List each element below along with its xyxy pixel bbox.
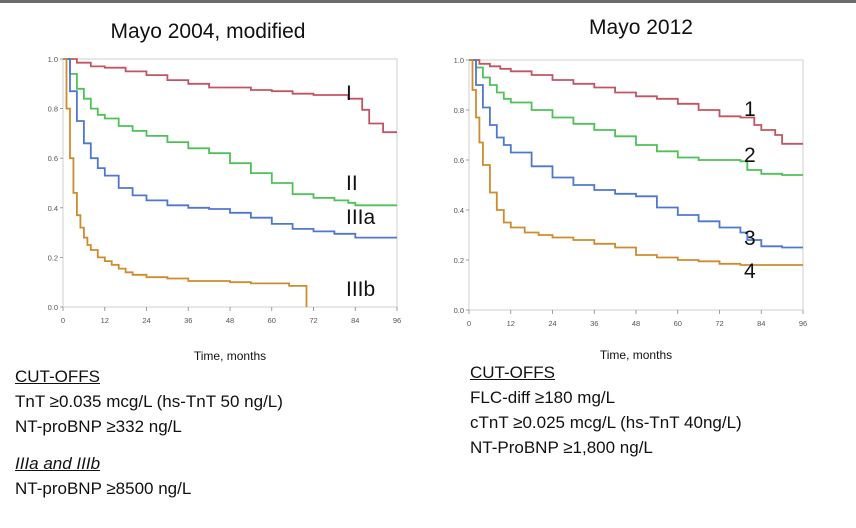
y-tick-label: 0.6 (454, 156, 464, 165)
x-tick-label: 60 (674, 319, 682, 328)
top-rule (0, 0, 856, 3)
y-tick-label: 0.0 (454, 306, 464, 315)
curve-label-IIIa: IIIa (346, 206, 376, 229)
survival-curve-IIIb (63, 58, 308, 307)
cutoffs-heading-right: CUT-OFFS (470, 363, 555, 382)
y-tick-label: 1.0 (454, 56, 464, 65)
cutoff-ntprobnp-2012: NT-ProBNP ≥1,800 ng/L (470, 438, 653, 457)
y-tick-label: 0.2 (454, 256, 464, 265)
curve-label-3: 3 (744, 227, 756, 250)
x-tick-label: 84 (351, 316, 359, 325)
x-tick-label: 72 (715, 319, 723, 328)
curve-label-II: II (346, 172, 358, 195)
cutoff-ctnt: cTnT ≥0.025 mcg/L (hs-TnT 40ng/L) (470, 413, 742, 432)
chart-mayo-2012: 0 12 24 36 48 60 72 84 960.00.20.40.60.81.0Time,… (454, 56, 808, 362)
x-tick-label: 12 (507, 319, 515, 328)
cutoff-ntprobnp: NT-proBNP ≥332 ng/L (15, 417, 182, 436)
chart-mayo-2004: 0 12 24 36 48 60 72 84 96 0.0 0.2 0.4 0.6 0.8 1.0 Time,… (48, 55, 402, 363)
curve-label-I: I (346, 82, 352, 105)
curve-label-1: 1 (744, 98, 756, 121)
x-axis-label: Time, months (600, 348, 672, 362)
x-tick-label: 0 (61, 316, 65, 325)
y-tick-label: 1.0 (48, 55, 58, 64)
x-tick-label: 36 (590, 319, 598, 328)
curve-label-IIIb: IIIb (346, 278, 375, 301)
x-tick-label: 12 (101, 316, 109, 325)
survival-curve-2 (469, 59, 803, 176)
y-tick-label: 0.0 (48, 303, 58, 312)
y-tick-label: 0.4 (48, 204, 58, 213)
x-axis-label: Time, months (194, 349, 266, 363)
cutoff-flc-diff: FLC-diff ≥180 mg/L (470, 388, 616, 407)
chart-title-mayo-2012: Mayo 2012 (589, 16, 693, 39)
x-tick-label: 48 (632, 319, 640, 328)
cutoffs-panel-left: CUT-OFFS TnT ≥0.035 mcg/L (hs-TnT 50 ng/… (15, 364, 283, 501)
x-tick-label: 48 (226, 316, 234, 325)
survival-curve-IIIa (63, 58, 397, 239)
x-tick-label: 96 (799, 319, 807, 328)
survival-curve-3 (469, 59, 803, 249)
survival-curve-II (63, 58, 397, 207)
cutoffs-panel-right: CUT-OFFS FLC-diff ≥180 mg/L cTnT ≥0.025 … (470, 360, 742, 460)
cutoff-ntprobnp-iiib: NT-proBNP ≥8500 ng/L (15, 479, 192, 498)
cutoffs-heading-left: CUT-OFFS (15, 367, 100, 386)
survival-curve-4 (469, 59, 803, 266)
y-tick-label: 0.2 (48, 253, 58, 262)
x-tick-label: 24 (142, 316, 150, 325)
chart-title-mayo-2004: Mayo 2004, modified (110, 20, 306, 43)
x-tick-label: 84 (757, 319, 765, 328)
x-tick-label: 24 (548, 319, 556, 328)
y-tick-label: 0.6 (48, 154, 58, 163)
y-tick-label: 0.8 (48, 105, 58, 114)
x-tick-label: 36 (184, 316, 192, 325)
survival-curve-I (63, 58, 397, 134)
y-tick-label: 0.8 (454, 106, 464, 115)
curve-label-2: 2 (744, 144, 756, 167)
cutoff-tnt: TnT ≥0.035 mcg/L (hs-TnT 50 ng/L) (15, 392, 283, 411)
curve-label-4: 4 (744, 260, 756, 283)
x-tick-label: 96 (393, 316, 401, 325)
x-tick-label: 60 (268, 316, 276, 325)
x-tick-label: 0 (467, 319, 471, 328)
cutoffs-subheading-iiia-iiib: IIIa and IIIb (15, 454, 101, 473)
y-tick-label: 0.4 (454, 206, 464, 215)
survival-curve-1 (469, 59, 803, 145)
x-tick-label: 72 (309, 316, 317, 325)
